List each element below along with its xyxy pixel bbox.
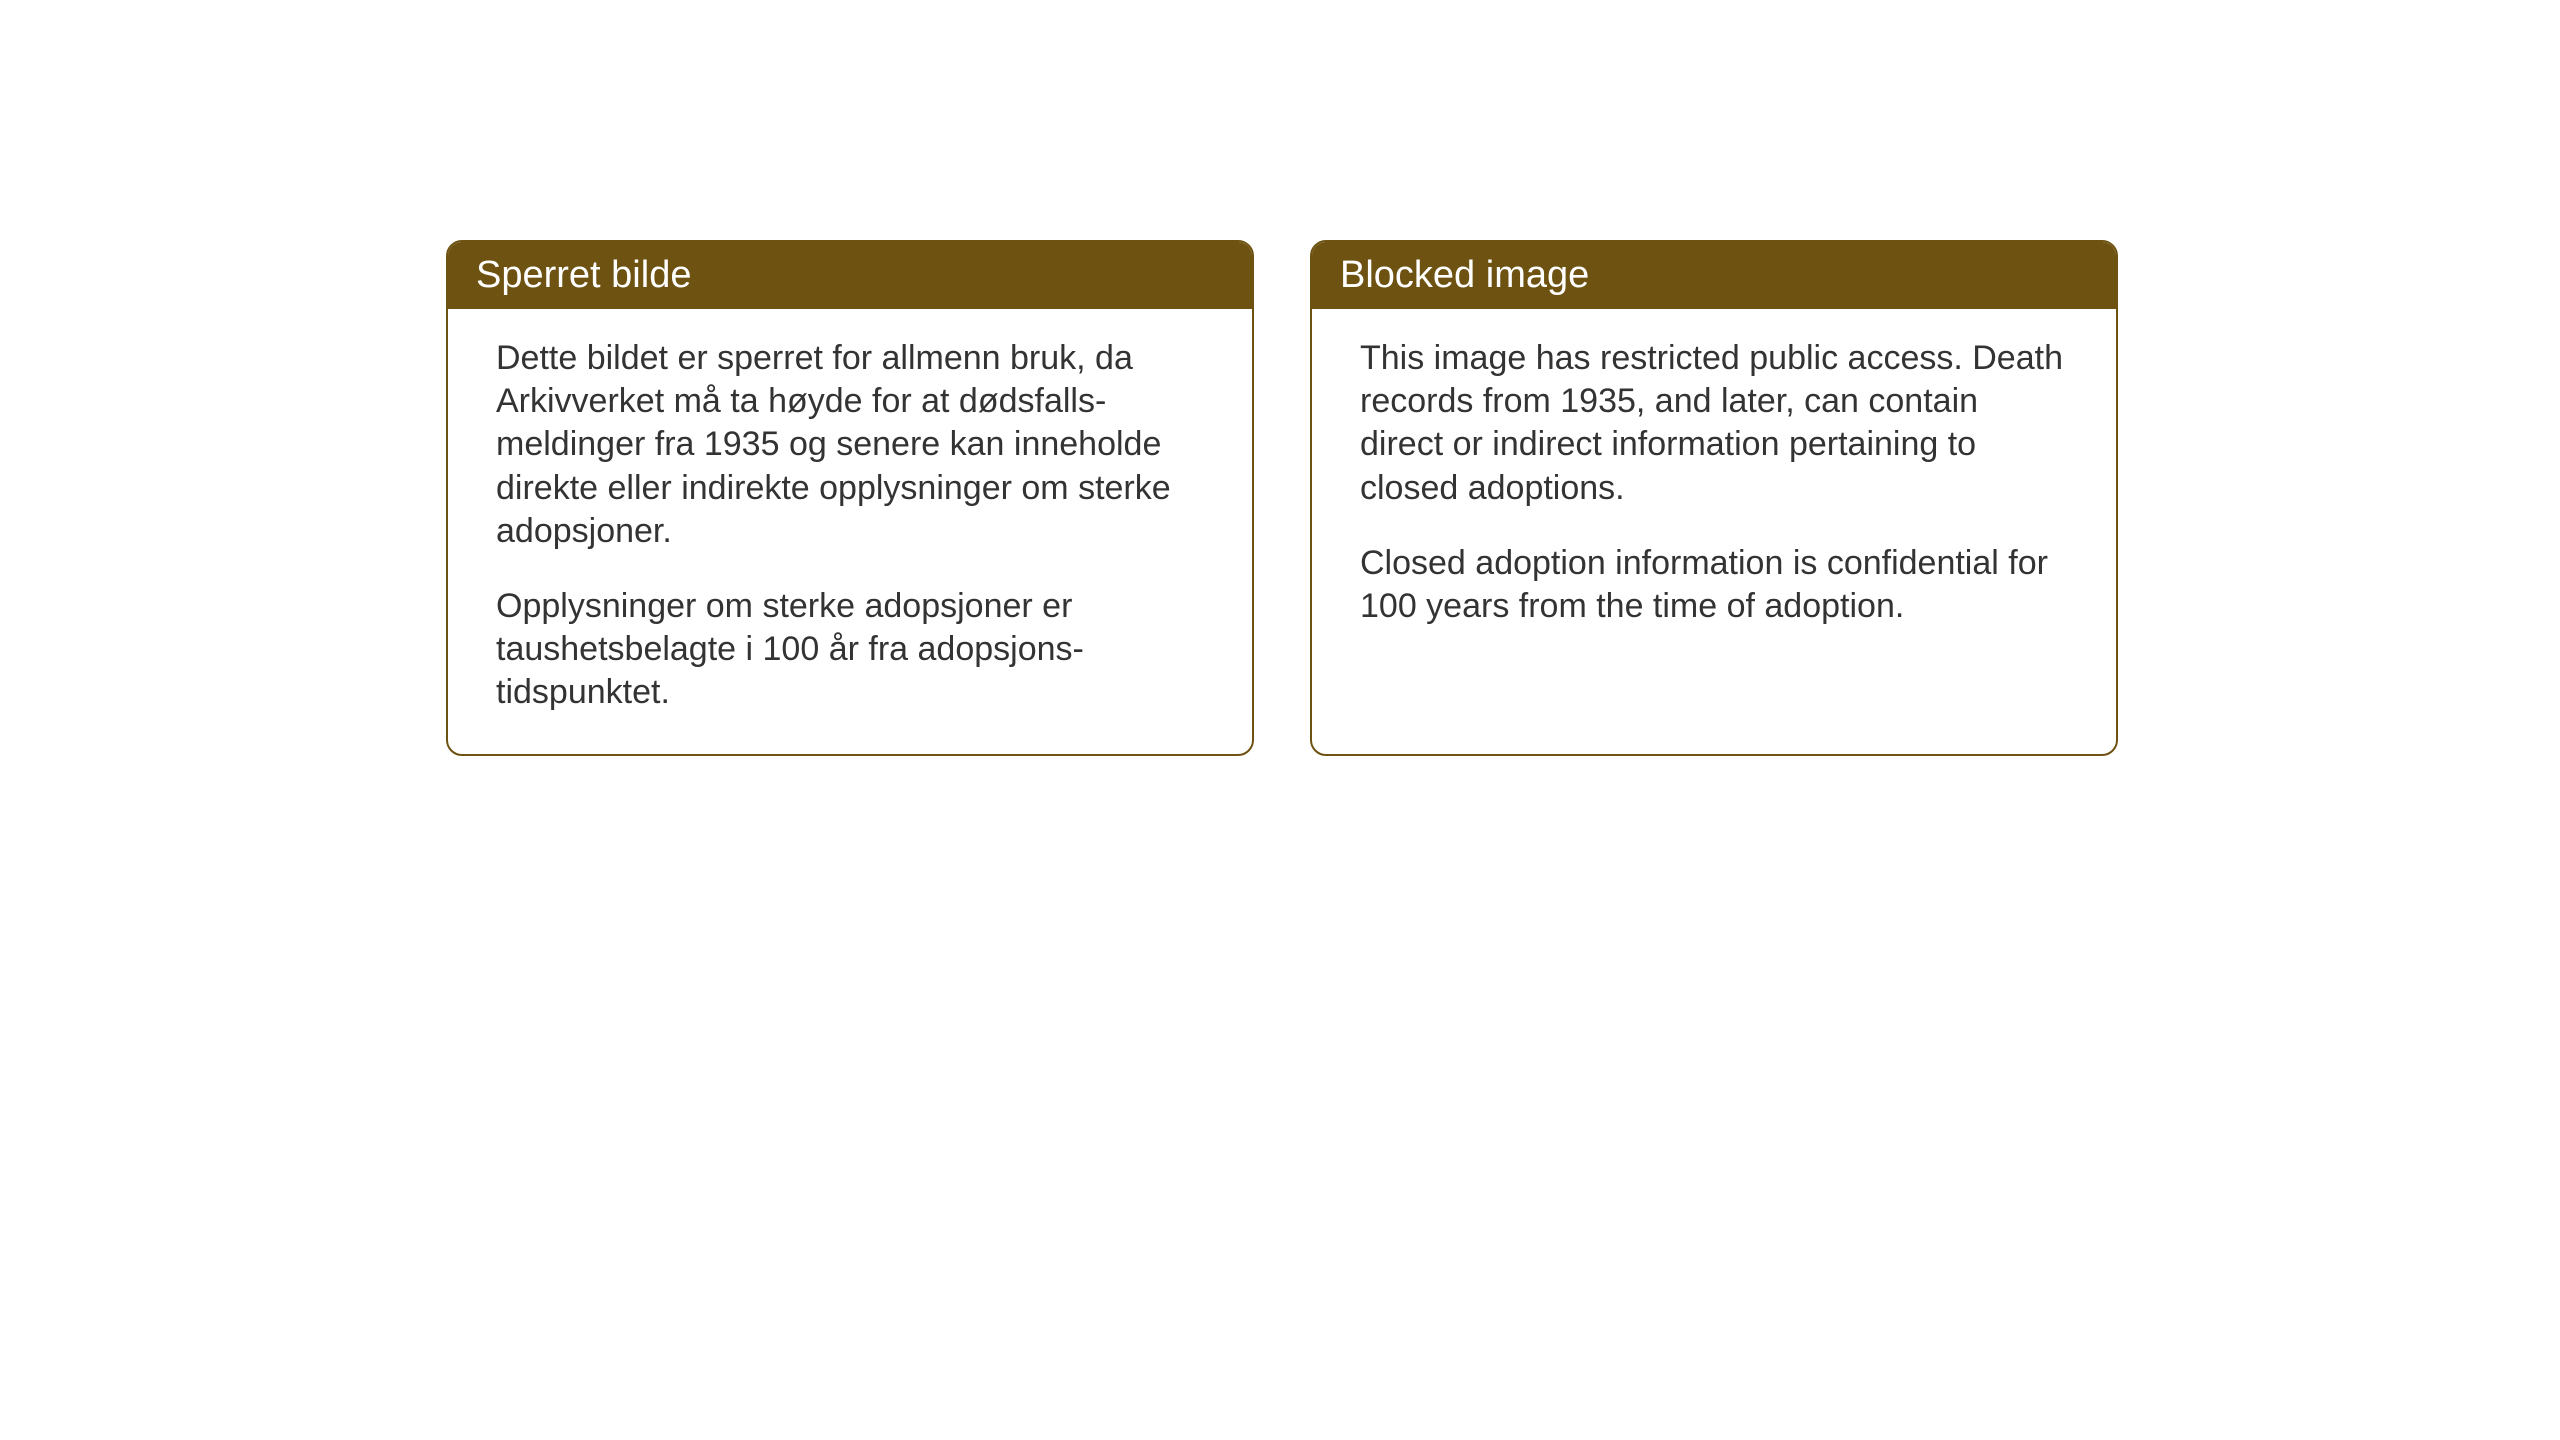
- card-paragraph-1: Dette bildet er sperret for allmenn bruk…: [496, 337, 1204, 553]
- card-title: Sperret bilde: [476, 254, 691, 296]
- card-paragraph-1: This image has restricted public access.…: [1360, 337, 2068, 510]
- card-header-norwegian: Sperret bilde: [448, 242, 1252, 309]
- cards-container: Sperret bilde Dette bildet er sperret fo…: [446, 240, 2118, 756]
- card-norwegian: Sperret bilde Dette bildet er sperret fo…: [446, 240, 1254, 756]
- card-paragraph-2: Opplysninger om sterke adopsjoner er tau…: [496, 585, 1204, 715]
- card-header-english: Blocked image: [1312, 242, 2116, 309]
- card-paragraph-2: Closed adoption information is confident…: [1360, 542, 2068, 628]
- card-title: Blocked image: [1340, 254, 1589, 296]
- card-body-norwegian: Dette bildet er sperret for allmenn bruk…: [448, 309, 1252, 754]
- card-body-english: This image has restricted public access.…: [1312, 309, 2116, 668]
- card-english: Blocked image This image has restricted …: [1310, 240, 2118, 756]
